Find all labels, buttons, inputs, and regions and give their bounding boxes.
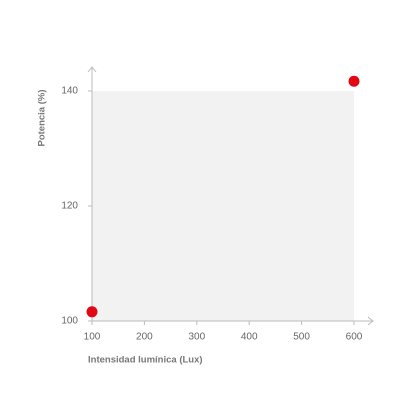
end-marker: [86, 306, 98, 318]
x-tick-label: 300: [188, 332, 205, 343]
x-tick-label: 200: [136, 332, 153, 343]
x-axis-arrow: [367, 316, 374, 326]
y-tick-label: 100: [61, 316, 78, 327]
x-tick-label: 400: [241, 332, 258, 343]
y-axis-arrow: [87, 66, 97, 73]
plot-area: [92, 91, 354, 321]
x-tick-label: 100: [84, 332, 101, 343]
y-tick-label: 140: [61, 86, 78, 97]
x-tick-label: 600: [346, 332, 363, 343]
x-tick-label: 500: [293, 332, 310, 343]
x-axis-label: Intensidad lumínica (Lux): [88, 355, 203, 366]
y-axis-label: Potencia (%): [37, 89, 48, 146]
y-tick-label: 120: [61, 201, 78, 212]
end-marker: [348, 75, 360, 87]
